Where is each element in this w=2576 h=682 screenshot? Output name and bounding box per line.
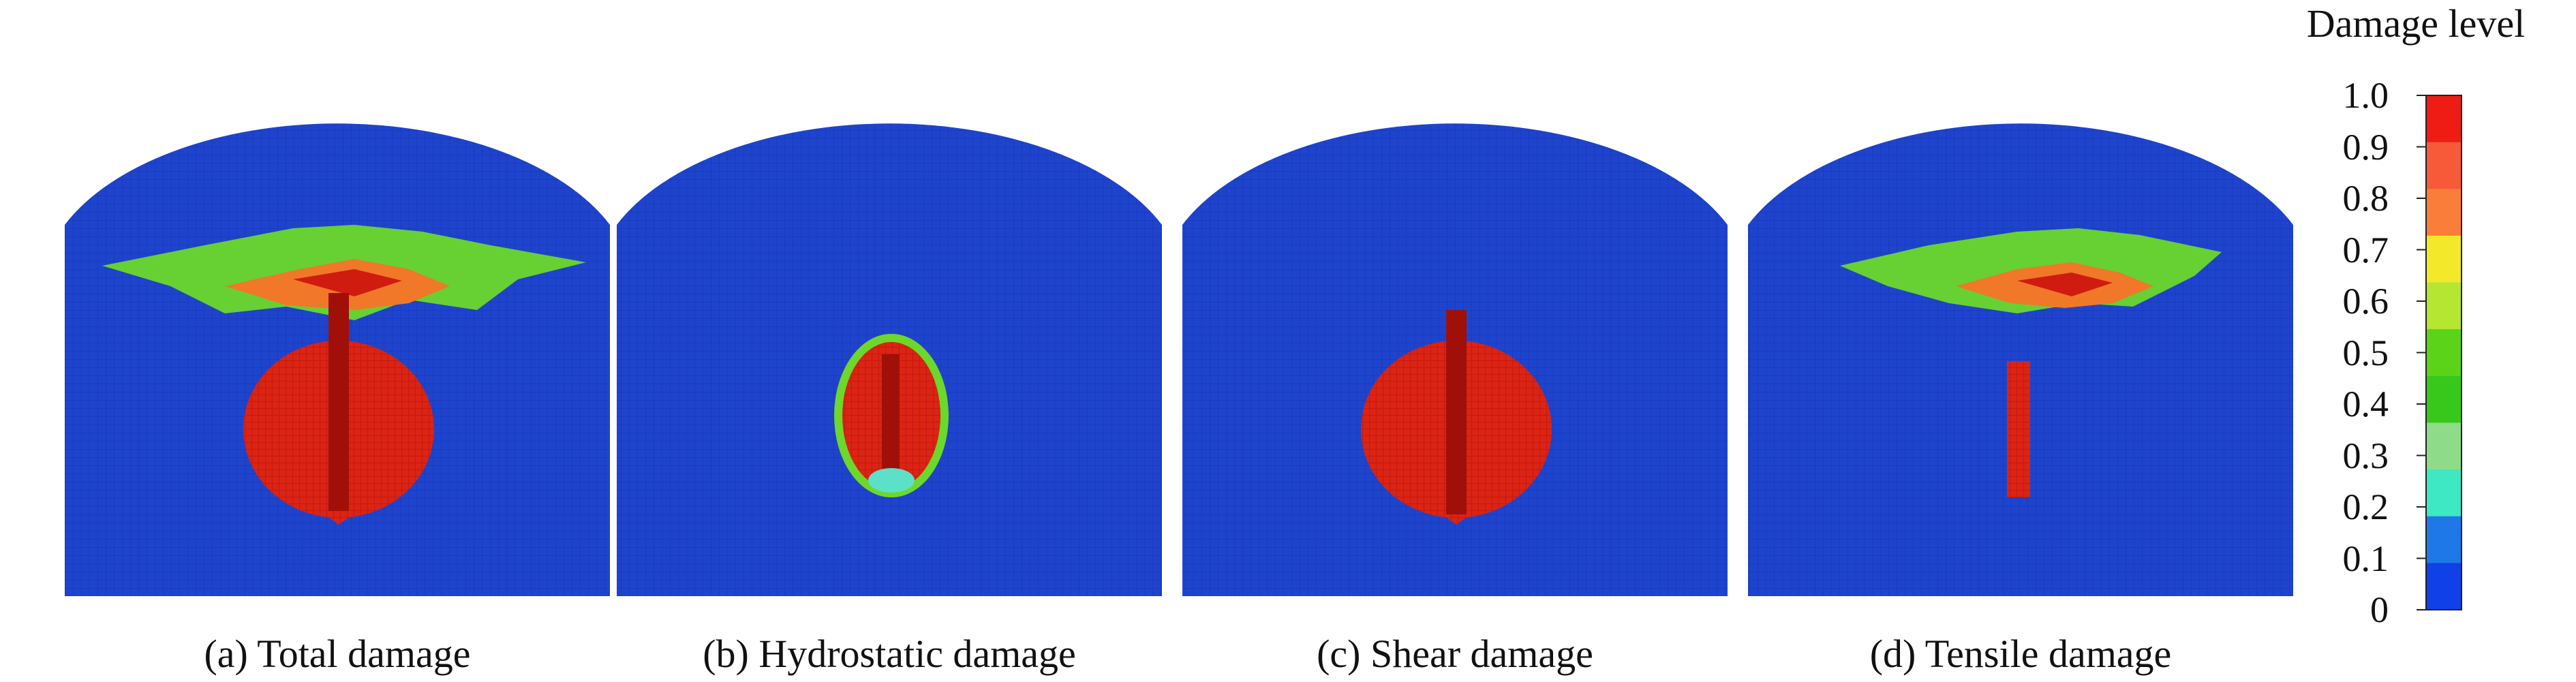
colorbar-tick-label: 0.3 [2342, 435, 2389, 476]
colorbar-title: Damage level [2306, 1, 2526, 46]
panel-shear-damage [1182, 123, 1728, 596]
borehole-column [882, 354, 900, 491]
colorbar-tick-label: 0.4 [2342, 384, 2389, 424]
colorbar-tick-label: 0.9 [2342, 126, 2389, 168]
specimen-body [1748, 123, 2293, 596]
colorbar-tick-label: 0.6 [2342, 281, 2389, 322]
bottom-halo [868, 468, 915, 493]
colorbar-tick-label: 0.1 [2342, 538, 2389, 579]
colorbar [2417, 95, 2462, 610]
colorbar-band [2426, 95, 2462, 143]
colorbar-band [2426, 469, 2462, 517]
colorbar-band [2426, 516, 2462, 563]
panel-hydrostatic-damage [617, 123, 1162, 596]
borehole-column [328, 293, 349, 511]
colorbar-band [2426, 142, 2462, 189]
borehole-column [1446, 310, 1467, 514]
colorbar-band [2426, 282, 2462, 330]
caption-tensile-damage: (d) Tensile damage [1869, 632, 2172, 676]
colorbar-band [2426, 235, 2462, 283]
caption-hydrostatic-damage: (b) Hydrostatic damage [703, 632, 1076, 676]
crack-center [293, 269, 402, 296]
colorbar-band [2426, 563, 2462, 610]
tensile-column [2007, 361, 2030, 497]
colorbar-tick-label: 0.2 [2342, 486, 2389, 527]
colorbar-band [2426, 375, 2462, 423]
caption-total-damage: (a) Total damage [204, 632, 471, 676]
colorbar-tick-label: 0.7 [2342, 229, 2389, 270]
colorbar-tick-label: 0.5 [2342, 332, 2389, 373]
panel-tensile-damage [1748, 123, 2293, 596]
colorbar-band [2426, 189, 2462, 236]
colorbar-tick-label: 1.0 [2342, 75, 2389, 116]
panel-total-damage [65, 123, 610, 596]
caption-shear-damage: (c) Shear damage [1317, 632, 1593, 676]
colorbar-tick-label: 0 [2370, 589, 2389, 630]
colorbar-tick-label: 0.8 [2342, 178, 2389, 219]
colorbar-band [2426, 329, 2462, 377]
colorbar-band [2426, 422, 2462, 470]
crack-center [2017, 273, 2113, 296]
